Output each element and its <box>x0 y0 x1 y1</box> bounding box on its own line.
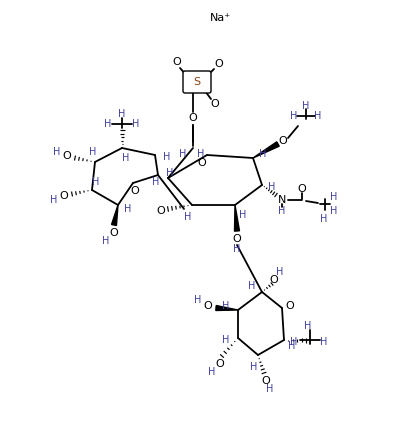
Polygon shape <box>112 205 118 226</box>
Text: O: O <box>215 59 223 69</box>
Polygon shape <box>216 306 238 310</box>
Text: H: H <box>118 109 126 119</box>
FancyBboxPatch shape <box>183 71 211 93</box>
Text: H: H <box>259 149 267 159</box>
Text: H: H <box>278 206 286 216</box>
Text: H: H <box>208 367 216 377</box>
Text: O: O <box>130 186 139 196</box>
Text: S: S <box>193 77 200 87</box>
Text: O: O <box>157 206 165 216</box>
Text: H: H <box>266 384 274 394</box>
Text: H: H <box>194 295 202 305</box>
Text: O: O <box>279 136 288 146</box>
Text: O: O <box>216 359 225 369</box>
Text: O: O <box>211 99 219 109</box>
Text: O: O <box>204 301 212 311</box>
Text: H: H <box>166 168 174 178</box>
Text: H: H <box>302 101 310 111</box>
Text: H: H <box>320 214 328 224</box>
Text: H: H <box>276 267 284 277</box>
Polygon shape <box>253 142 279 158</box>
Text: H: H <box>152 177 160 187</box>
Text: H: H <box>89 147 97 157</box>
Text: H: H <box>179 149 187 159</box>
Text: H: H <box>124 204 132 214</box>
Text: H: H <box>290 111 298 121</box>
Text: O: O <box>298 184 306 194</box>
Text: H: H <box>268 182 276 192</box>
Text: H: H <box>53 147 61 157</box>
Text: O: O <box>262 376 270 386</box>
Text: H: H <box>163 152 171 162</box>
Text: O: O <box>189 113 198 123</box>
Text: O: O <box>110 228 118 238</box>
Text: O: O <box>270 275 279 285</box>
Text: H: H <box>320 337 328 347</box>
Text: H: H <box>314 111 322 121</box>
Polygon shape <box>234 205 240 231</box>
Text: H: H <box>248 281 256 291</box>
Text: H: H <box>233 244 240 254</box>
Text: H: H <box>50 195 58 205</box>
Text: H: H <box>288 341 296 351</box>
Text: H: H <box>122 153 130 163</box>
Text: H: H <box>222 301 230 311</box>
Text: Na⁺: Na⁺ <box>209 13 231 23</box>
Text: H: H <box>250 362 258 372</box>
Text: H: H <box>239 210 247 220</box>
Text: O: O <box>60 191 68 201</box>
Text: O: O <box>285 301 294 311</box>
Text: O: O <box>63 151 72 161</box>
Text: H: H <box>184 212 192 222</box>
Text: H: H <box>330 206 338 216</box>
Text: H: H <box>197 149 204 159</box>
Text: H: H <box>102 236 110 246</box>
Text: H: H <box>222 335 230 345</box>
Text: H: H <box>330 192 338 202</box>
Text: H: H <box>133 119 140 129</box>
Text: H: H <box>290 337 298 347</box>
Text: O: O <box>233 234 241 244</box>
Text: O: O <box>198 158 207 168</box>
Text: H: H <box>304 321 312 331</box>
Text: N: N <box>278 195 286 205</box>
Text: H: H <box>92 177 100 187</box>
Text: H: H <box>104 119 112 129</box>
Text: O: O <box>173 57 181 67</box>
